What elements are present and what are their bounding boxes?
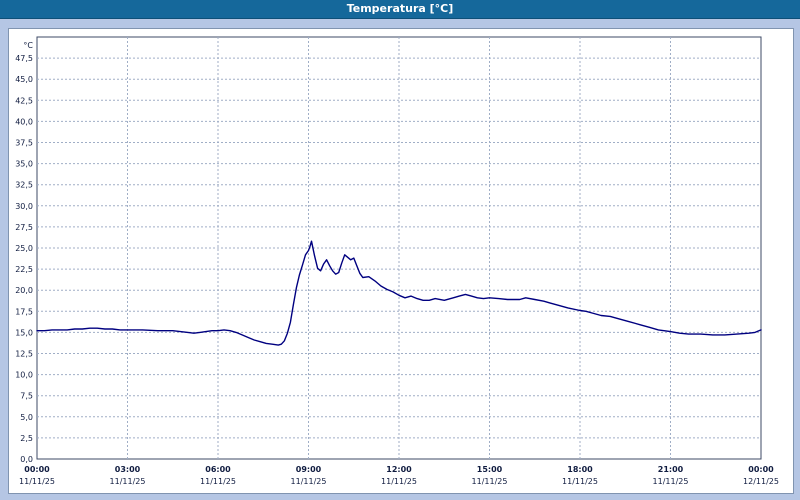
x-tick-date: 11/11/25 bbox=[200, 477, 236, 486]
y-tick-label: 5,0 bbox=[20, 413, 33, 422]
y-tick-label: 2,5 bbox=[20, 434, 33, 443]
y-tick-label: 0,0 bbox=[20, 455, 33, 464]
window-titlebar: Temperatura [°C] bbox=[0, 0, 800, 19]
x-tick-date: 12/11/25 bbox=[743, 477, 779, 486]
y-tick-label: 32,5 bbox=[15, 181, 33, 190]
y-tick-label: 25,0 bbox=[15, 244, 33, 253]
y-tick-label: 20,0 bbox=[15, 286, 33, 295]
y-tick-label: 15,0 bbox=[15, 328, 33, 337]
chart-panel: 0,0 2,5 5,0 7,5 10,0 12,5 15,0 17,5 20,0 22,5 25,0… bbox=[8, 28, 794, 494]
x-tick-time: 03:00 bbox=[115, 465, 141, 474]
temperature-chart: 0,0 2,5 5,0 7,5 10,0 12,5 15,0 17,5 20,0 22,5 25,0… bbox=[15, 36, 779, 486]
y-tick-label: 12,5 bbox=[15, 350, 33, 359]
x-tick-date: 11/11/25 bbox=[472, 477, 508, 486]
y-axis-unit-label: °C bbox=[23, 41, 33, 50]
x-tick-date: 11/11/25 bbox=[653, 477, 689, 486]
x-tick-time: 18:00 bbox=[567, 465, 593, 474]
y-tick-label: 37,5 bbox=[15, 139, 33, 148]
x-tick-date: 11/11/25 bbox=[291, 477, 327, 486]
y-tick-label: 42,5 bbox=[15, 96, 33, 105]
x-tick-time: 21:00 bbox=[658, 465, 684, 474]
y-tick-label: 47,5 bbox=[15, 54, 33, 63]
x-tick-time: 06:00 bbox=[205, 465, 231, 474]
x-tick-date: 11/11/25 bbox=[19, 477, 55, 486]
x-tick-time: 00:00 bbox=[748, 465, 774, 474]
x-tick-time: 12:00 bbox=[386, 465, 412, 474]
y-tick-label: 27,5 bbox=[15, 223, 33, 232]
window-title: Temperatura [°C] bbox=[346, 2, 454, 15]
x-tick-date: 11/11/25 bbox=[110, 477, 146, 486]
x-tick-time: 00:00 bbox=[24, 465, 50, 474]
y-tick-label: 17,5 bbox=[15, 307, 33, 316]
y-tick-label: 30,0 bbox=[15, 202, 33, 211]
x-tick-time: 15:00 bbox=[477, 465, 503, 474]
x-tick-time: 09:00 bbox=[296, 465, 322, 474]
x-tick-date: 11/11/25 bbox=[381, 477, 417, 486]
y-tick-label: 10,0 bbox=[15, 371, 33, 380]
y-tick-label: 45,0 bbox=[15, 75, 33, 84]
y-tick-label: 7,5 bbox=[20, 392, 33, 401]
series-line-temperatura bbox=[36, 240, 762, 346]
x-tick-date: 11/11/25 bbox=[562, 477, 598, 486]
y-tick-label: 35,0 bbox=[15, 160, 33, 169]
y-tick-label: 40,0 bbox=[15, 117, 33, 126]
y-tick-label: 22,5 bbox=[15, 265, 33, 274]
